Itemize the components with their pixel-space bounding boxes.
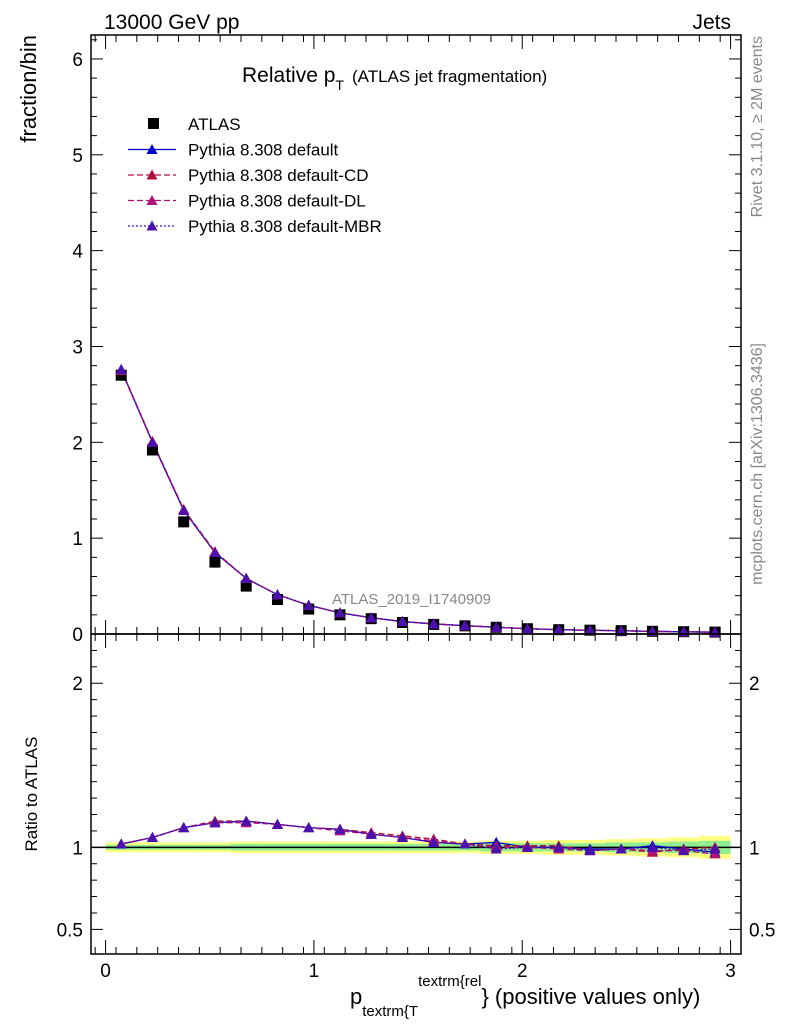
- mc-marker-4: [146, 436, 158, 447]
- ratio-marker-3: [115, 838, 127, 849]
- mc-marker-4: [396, 616, 408, 627]
- mc-marker-4: [584, 624, 596, 635]
- legend-marker-3: [146, 195, 158, 205]
- mc-marker-4: [365, 612, 377, 623]
- ratio-y-tick-label: 1: [72, 838, 83, 859]
- legend-label: Pythia 8.308 default: [188, 141, 339, 160]
- ratio-marker-3: [490, 843, 502, 854]
- atlas-data-point: [178, 516, 190, 528]
- ratio-marker-3: [271, 818, 283, 829]
- mc-marker-4: [615, 625, 627, 636]
- legend-marker-1: [146, 144, 158, 154]
- ratio-line-3: [121, 820, 715, 852]
- ratio-y-tick-label-right: 2: [749, 674, 760, 695]
- main-y-tick-label: 3: [72, 337, 83, 358]
- atlas-data-point: [240, 580, 252, 592]
- header-right-label: Jets: [692, 11, 731, 34]
- ratio-marker-3: [521, 841, 533, 852]
- mc-marker-4: [428, 618, 440, 629]
- mc-marker-4: [240, 572, 252, 583]
- ratio-marker-3: [646, 841, 658, 852]
- x-axis-label-main: p: [350, 984, 362, 1009]
- ratio-panel: 0.5 0.5 1 1 2 2 Ratio to ATLAS 0 1 2 3 ptextrm{T…: [22, 35, 775, 1020]
- ratio-marker-3: [240, 815, 252, 826]
- rivet-version-label: Rivet 3.1.10, ≥ 2M events: [749, 36, 766, 217]
- main-y-tick-label: 2: [72, 433, 83, 454]
- x-tick-label: 3: [725, 961, 736, 982]
- legend-label: ATLAS: [188, 115, 241, 134]
- chart-title-sub: T: [335, 77, 344, 93]
- ratio-marker-3: [209, 817, 221, 828]
- mcplots-label: mcplots.cern.ch [arXiv:1306.3436]: [749, 343, 766, 585]
- ratio-marker-3: [615, 843, 627, 854]
- main-y-tick-label: 4: [72, 242, 83, 263]
- ratio-marker-3: [178, 822, 190, 833]
- x-tick-label: 1: [309, 961, 320, 982]
- mc-marker-4: [209, 547, 221, 558]
- atlas-data-point: [209, 556, 221, 568]
- ratio-y-tick-label-right: 0.5: [749, 920, 775, 941]
- main-panel: 0 1 2 3 4 5 6 fraction/bin Relative pT (ATLAS j…: [16, 34, 742, 646]
- ratio-series-group: [115, 815, 721, 859]
- mc-marker-4: [459, 620, 471, 631]
- ratio-y-ticks: 0.5 0.5 1 1 2 2: [57, 649, 775, 941]
- legend: ATLAS Pythia 8.308 default Pythia 8.308 de…: [128, 115, 382, 236]
- chart-title-main: Relative p: [242, 64, 335, 87]
- x-tick-label: 2: [517, 961, 528, 982]
- x-axis-label-rest: } (positive values only): [481, 984, 700, 1009]
- atlas-data-point: [146, 444, 158, 456]
- x-tick-label: 0: [100, 961, 111, 982]
- mc-marker-4: [115, 363, 127, 374]
- x-axis-label-sub: textrm{T: [362, 1003, 418, 1020]
- header-left-label: 13000 GeV pp: [104, 11, 239, 34]
- legend-marker-4: [146, 220, 158, 231]
- main-y-tick-label: 1: [72, 529, 83, 550]
- atlas-data-point: [115, 369, 127, 381]
- main-y-tick-label: 0: [72, 625, 83, 646]
- ratio-marker-3: [678, 845, 690, 856]
- ratio-marker-3: [365, 828, 377, 839]
- mc-marker-4: [178, 504, 190, 515]
- chart-title: Relative pT (ATLAS jet fragmentation): [242, 64, 547, 93]
- legend-marker-atlas: [148, 118, 159, 129]
- x-axis-ticks: 0 1 2 3: [94, 35, 736, 982]
- mc-marker-4: [271, 589, 283, 600]
- ratio-marker-3: [396, 831, 408, 842]
- analysis-watermark: ATLAS_2019_I1740909: [332, 591, 491, 608]
- ratio-y-tick-label: 0.5: [57, 920, 83, 941]
- mc-marker-4: [490, 621, 502, 632]
- main-y-tick-label: 6: [72, 50, 83, 71]
- ratio-y-tick-label: 2: [72, 674, 83, 695]
- mc-marker-4: [521, 623, 533, 634]
- ratio-frame: [90, 633, 742, 955]
- ratio-marker-3: [428, 836, 440, 847]
- main-y-ticks: 0 1 2 3 4 5 6: [72, 39, 741, 646]
- legend-label: Pythia 8.308 default-CD: [188, 166, 369, 185]
- ratio-y-axis-label: Ratio to ATLAS: [22, 737, 41, 852]
- ratio-y-tick-label-right: 1: [749, 838, 760, 859]
- mc-marker-4: [553, 624, 565, 635]
- ratio-marker-3: [303, 822, 315, 833]
- legend-marker-2: [146, 169, 158, 180]
- ratio-marker-3: [584, 845, 596, 856]
- mc-marker-4: [334, 607, 346, 618]
- ratio-marker-3: [553, 841, 565, 852]
- legend-label: Pythia 8.308 default-DL: [188, 192, 366, 211]
- x-axis-label: ptextrm{Ttextrm{rel} (positive values on…: [350, 973, 700, 1020]
- ratio-marker-3: [334, 823, 346, 834]
- main-y-tick-label: 5: [72, 146, 83, 167]
- main-y-axis-label: fraction/bin: [16, 35, 41, 143]
- ratio-marker-3: [459, 838, 471, 849]
- ratio-marker-3: [146, 831, 158, 842]
- mc-marker-4: [303, 599, 315, 610]
- atlas-data-point: [271, 593, 283, 605]
- x-axis-label-sup: textrm{rel: [418, 973, 481, 990]
- chart-title-rest: (ATLAS jet fragmentation): [352, 67, 547, 86]
- legend-label: Pythia 8.308 default-MBR: [188, 217, 382, 236]
- ratio-marker-3: [709, 843, 721, 854]
